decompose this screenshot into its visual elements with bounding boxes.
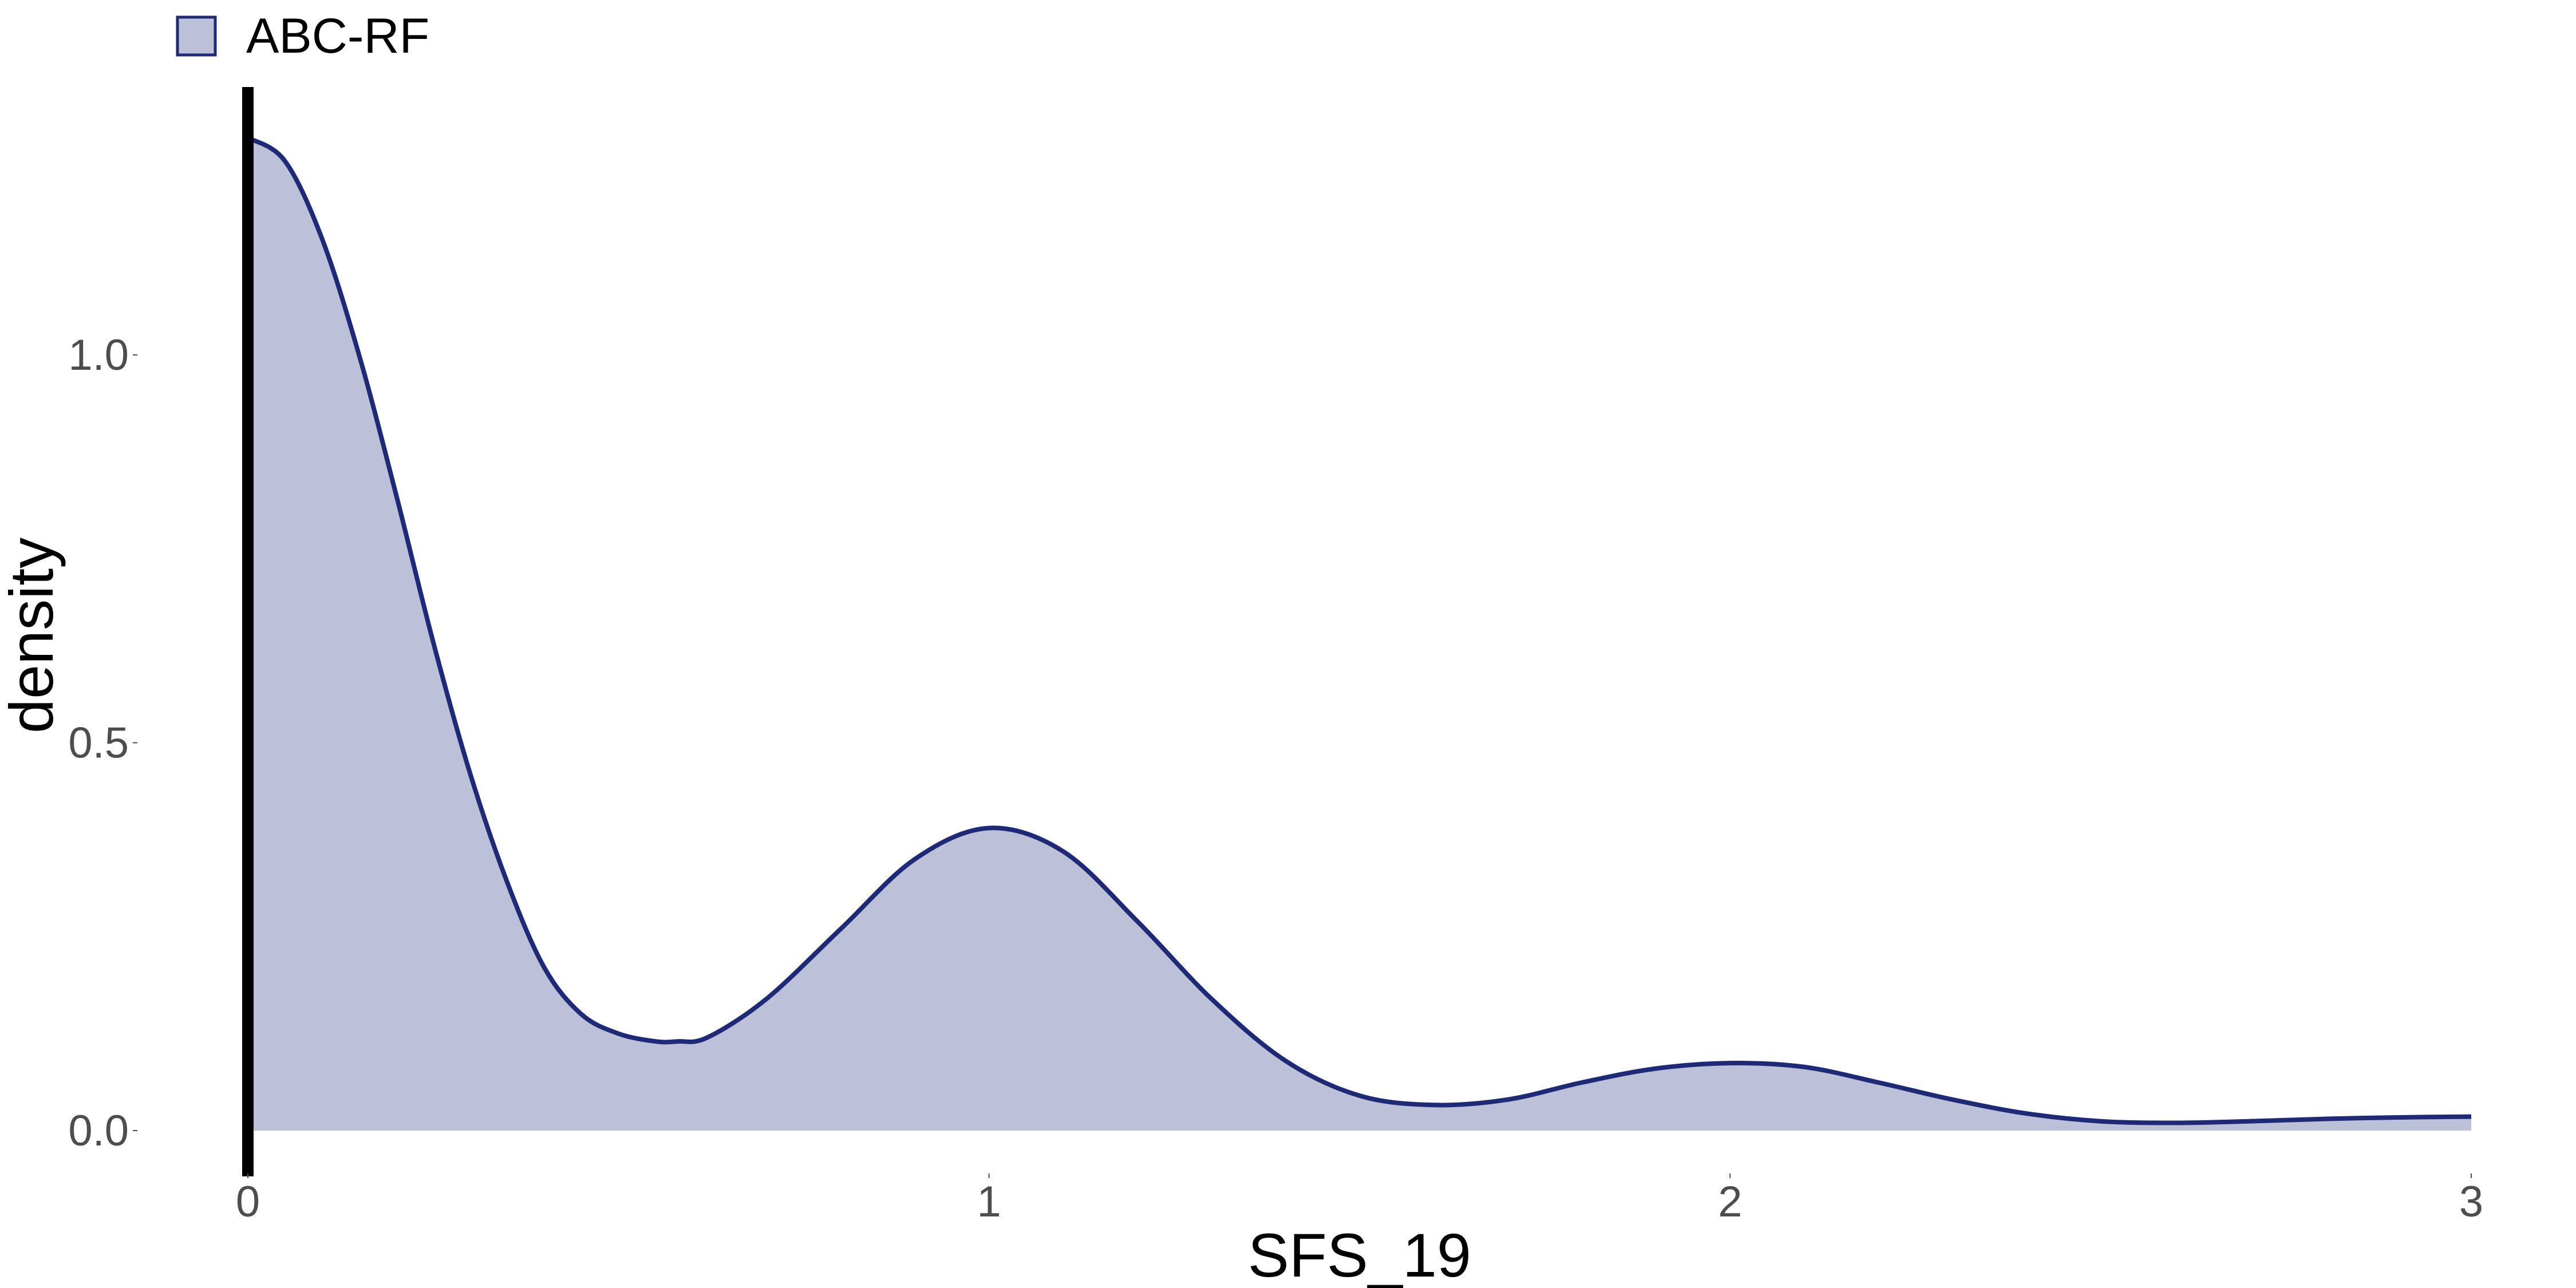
density-area-abc-rf <box>248 137 2471 1131</box>
x-tick-label-0: 0 <box>236 1178 260 1226</box>
plot-area <box>242 87 2472 1176</box>
y-tick-label-1: 0.5 <box>68 719 129 768</box>
x-axis-title: SFS_19 <box>1248 1220 1471 1288</box>
y-axis-ticks: 0.0 0.5 1.0 <box>68 331 137 1155</box>
legend-label-abc-rf: ABC-RF <box>246 9 429 64</box>
y-axis-title: density <box>0 538 66 733</box>
legend: ABC-RF <box>176 9 429 64</box>
x-tick-label-3: 3 <box>2459 1178 2483 1226</box>
density-line-abc-rf <box>246 136 2472 1125</box>
x-axis-ticks: 0 1 2 3 <box>236 1174 2483 1226</box>
x-tick-label-2: 2 <box>1718 1178 1742 1226</box>
y-tick-label-2: 1.0 <box>68 331 129 380</box>
x-tick-label-1: 1 <box>977 1178 1001 1226</box>
legend-swatch-abc-rf <box>176 15 217 57</box>
y-tick-label-0: 0.0 <box>68 1107 129 1155</box>
